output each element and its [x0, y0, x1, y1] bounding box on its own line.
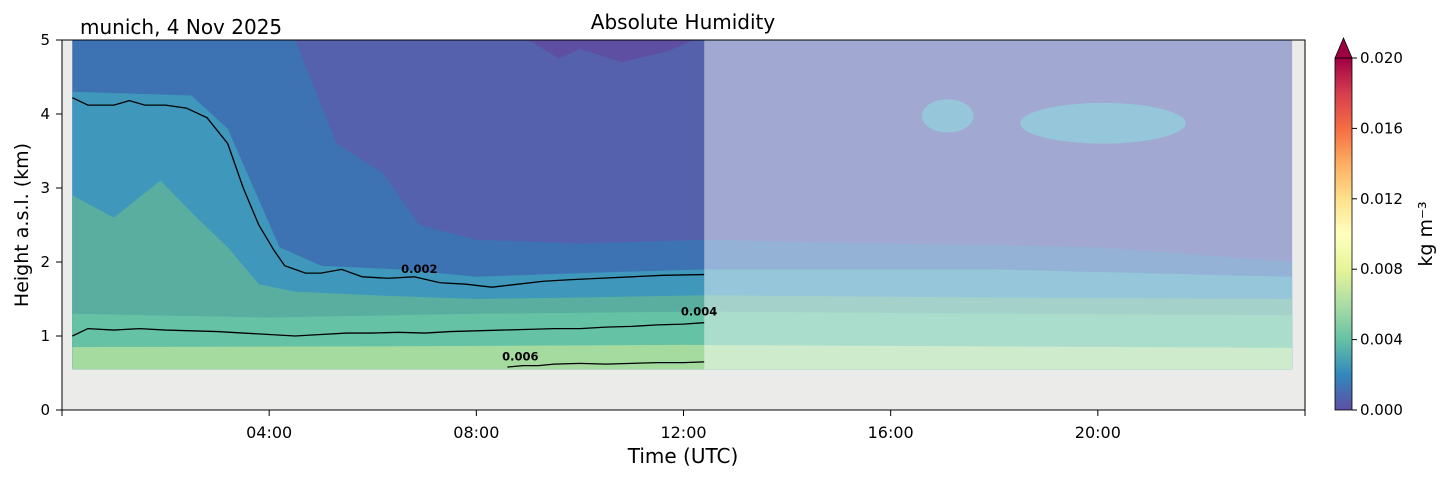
x-tick-label: 20:00 [1075, 423, 1121, 442]
colorbar-label: kg m⁻³ [1415, 201, 1437, 266]
x-axis-label: Time (UTC) [627, 444, 739, 468]
colorbar-extend-arrow [1334, 36, 1353, 59]
y-tick-label: 0 [40, 401, 50, 419]
contour-line [507, 361, 705, 368]
contour-label: 0.002 [401, 262, 437, 276]
colorbar-tick-label: 0.012 [1360, 190, 1403, 208]
colorbar-tick-label: 0.020 [1360, 49, 1403, 67]
x-tick-label: 16:00 [868, 423, 914, 442]
colorbar-ticks: 0.000 0.004 0.008 0.012 0.016 0.020 [1352, 49, 1403, 419]
colorbar: 0.000 0.004 0.008 0.012 0.016 0.020 kg m⁻³ [1334, 36, 1437, 419]
x-axis-ticks: 04:00 08:00 12:00 16:00 20:00 [61, 410, 1306, 442]
shaded-forecast-region [704, 40, 1293, 370]
y-axis-label: Height a.s.l. (km) [11, 143, 33, 307]
humidity-patch [1020, 102, 1186, 144]
contour-label: 0.006 [502, 349, 538, 363]
colorbar-tick-label: 0.008 [1360, 260, 1403, 278]
contour-line [72, 322, 705, 337]
humidity-band [528, 40, 694, 63]
contour-label: 0.004 [681, 304, 717, 318]
humidity-field [72, 40, 1293, 370]
location-date-label: munich, 4 Nov 2025 [80, 15, 282, 39]
colorbar-gradient [1334, 57, 1353, 411]
y-tick-label: 4 [40, 105, 50, 123]
x-tick-label: 12:00 [660, 423, 706, 442]
y-tick-label: 1 [40, 327, 50, 345]
colorbar-tick-label: 0.016 [1360, 119, 1403, 137]
contour-line [72, 97, 705, 288]
colorbar-tick-label: 0.000 [1360, 401, 1403, 419]
y-tick-label: 3 [40, 179, 50, 197]
y-tick-label: 5 [40, 31, 50, 49]
humidity-contours [72, 97, 705, 368]
humidity-patch [921, 99, 974, 133]
x-tick-label: 04:00 [246, 423, 292, 442]
x-tick-label: 08:00 [453, 423, 499, 442]
humidity-band [72, 344, 1293, 370]
colorbar-tick-label: 0.004 [1360, 331, 1403, 349]
contour-labels: 0.002 0.004 0.006 [401, 262, 717, 363]
y-tick-label: 2 [40, 253, 50, 271]
y-axis-ticks: 0 1 2 3 4 5 [40, 31, 62, 419]
chart-title: Absolute Humidity [591, 10, 776, 34]
